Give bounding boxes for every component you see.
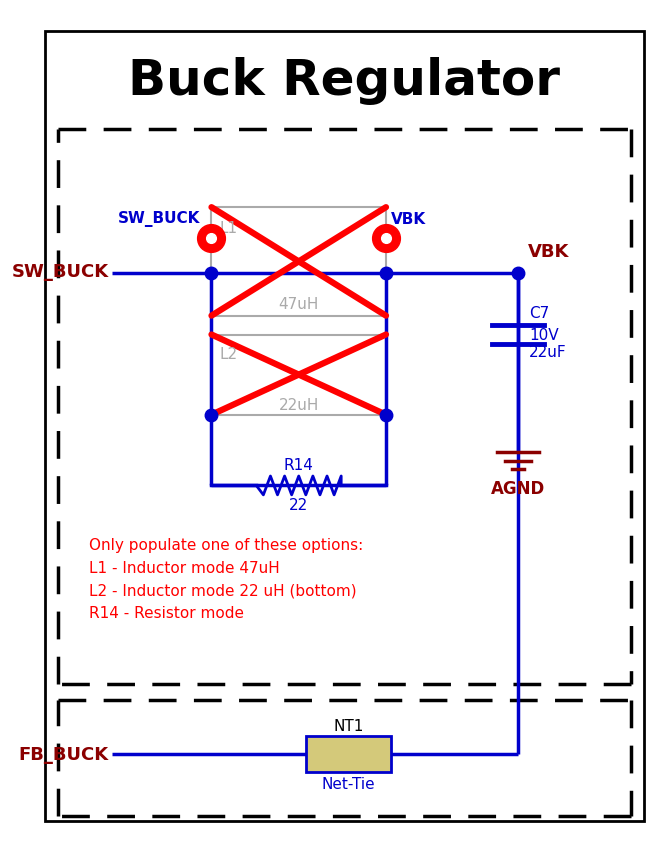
Text: Net-Tie: Net-Tie xyxy=(321,776,375,791)
Bar xyxy=(211,208,386,316)
Bar xyxy=(211,335,386,415)
Text: FB_BUCK: FB_BUCK xyxy=(18,746,109,763)
Text: VBK: VBK xyxy=(527,243,569,261)
Text: Only populate one of these options:: Only populate one of these options: xyxy=(89,537,363,553)
Text: L1 - Inductor mode 47uH: L1 - Inductor mode 47uH xyxy=(89,560,280,575)
Text: R14: R14 xyxy=(284,458,314,473)
Bar xyxy=(306,736,391,772)
Text: L2 - Inductor mode 22 uH (bottom): L2 - Inductor mode 22 uH (bottom) xyxy=(89,583,357,598)
Text: 10V: 10V xyxy=(529,328,559,343)
Text: C7: C7 xyxy=(529,306,550,321)
Text: R14 - Resistor mode: R14 - Resistor mode xyxy=(89,606,244,620)
Text: L1: L1 xyxy=(219,221,237,236)
Text: 22uH: 22uH xyxy=(278,397,319,412)
Text: NT1: NT1 xyxy=(333,717,363,733)
Text: 22: 22 xyxy=(289,497,308,512)
Text: AGND: AGND xyxy=(491,479,545,497)
Text: VBK: VBK xyxy=(391,212,426,227)
Text: Buck Regulator: Buck Regulator xyxy=(128,57,561,105)
Text: L2: L2 xyxy=(219,346,237,362)
Text: 22uF: 22uF xyxy=(529,345,567,359)
Text: 47uH: 47uH xyxy=(278,297,319,311)
Text: SW_BUCK: SW_BUCK xyxy=(118,211,200,227)
Text: SW_BUCK: SW_BUCK xyxy=(12,263,109,281)
